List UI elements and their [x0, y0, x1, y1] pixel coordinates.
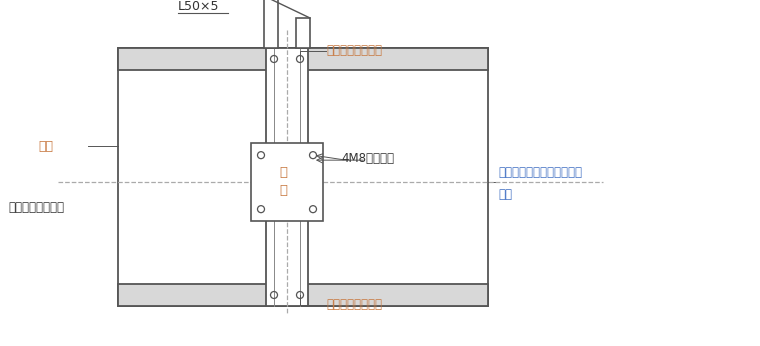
Text: 钒孔后用钉子固定: 钒孔后用钉子固定 [326, 45, 382, 57]
Text: 木方上所弹轴线与埋件轴线: 木方上所弹轴线与埋件轴线 [498, 166, 582, 179]
Bar [118, 48, 488, 306]
Bar [118, 284, 488, 306]
Bar [266, 48, 308, 306]
Text: 4M8固定鐵件: 4M8固定鐵件 [341, 152, 394, 165]
Text: 件: 件 [279, 184, 287, 197]
Bar [264, 0, 278, 48]
Text: 木方: 木方 [38, 139, 53, 153]
Bar [296, 18, 310, 48]
Bar [251, 143, 323, 221]
Bar [118, 48, 488, 70]
Text: 钒孔后用钉子固定: 钒孔后用钉子固定 [326, 299, 382, 311]
Text: 埋: 埋 [279, 166, 287, 179]
Text: 碇设备基础上表面: 碇设备基础上表面 [8, 201, 64, 215]
Text: 重合: 重合 [498, 188, 512, 201]
Text: L50×5: L50×5 [178, 0, 220, 12]
